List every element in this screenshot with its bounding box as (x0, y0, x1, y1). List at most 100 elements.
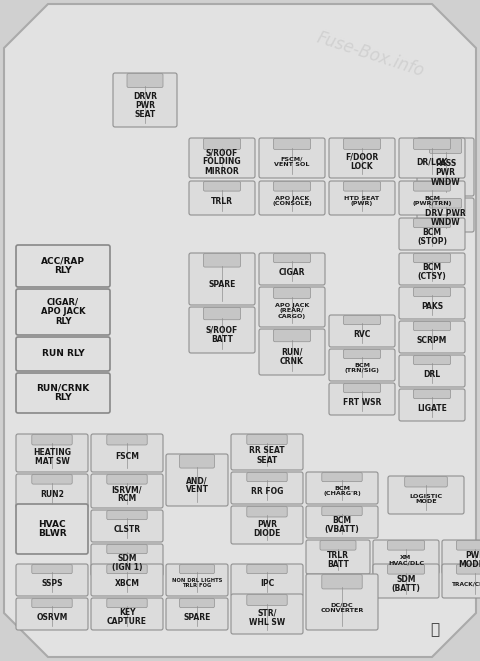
Text: BCM
(VBATT): BCM (VBATT) (324, 516, 360, 534)
FancyBboxPatch shape (306, 540, 370, 574)
Text: TRLR: TRLR (211, 197, 233, 206)
Text: DRL: DRL (423, 369, 441, 379)
FancyBboxPatch shape (91, 564, 163, 596)
FancyBboxPatch shape (204, 254, 240, 267)
Text: BCM
(CHARG'R): BCM (CHARG'R) (323, 486, 361, 496)
FancyBboxPatch shape (329, 181, 395, 215)
Text: HEATING
MAT SW: HEATING MAT SW (33, 447, 71, 466)
Text: BCM
(CTSY): BCM (CTSY) (418, 263, 446, 281)
Text: PWR
MODNG: PWR MODNG (458, 551, 480, 570)
FancyBboxPatch shape (274, 182, 311, 191)
FancyBboxPatch shape (306, 506, 378, 538)
Text: BCM
(STOP): BCM (STOP) (417, 228, 447, 247)
Text: DRV PWR
WNDW: DRV PWR WNDW (425, 209, 466, 227)
FancyBboxPatch shape (399, 253, 465, 285)
FancyBboxPatch shape (247, 434, 287, 445)
FancyBboxPatch shape (399, 138, 465, 178)
FancyBboxPatch shape (107, 475, 147, 484)
Text: LIGATE: LIGATE (417, 404, 447, 412)
FancyBboxPatch shape (113, 73, 177, 127)
FancyBboxPatch shape (166, 454, 228, 506)
Text: STR/
WHL SW: STR/ WHL SW (249, 609, 285, 627)
Text: PASS
PWR
WNDW: PASS PWR WNDW (431, 159, 460, 187)
FancyBboxPatch shape (127, 73, 163, 87)
Text: SCRPM: SCRPM (417, 336, 447, 344)
FancyBboxPatch shape (329, 383, 395, 415)
Text: S/ROOF
FOLDING
MIRROR: S/ROOF FOLDING MIRROR (203, 148, 241, 176)
Text: CIGAR: CIGAR (279, 268, 305, 276)
FancyBboxPatch shape (189, 307, 255, 353)
Text: CLSTR: CLSTR (113, 525, 141, 533)
FancyBboxPatch shape (16, 504, 88, 554)
Text: SDM
(BATT): SDM (BATT) (392, 575, 420, 594)
FancyBboxPatch shape (32, 564, 72, 574)
FancyBboxPatch shape (274, 139, 311, 149)
FancyBboxPatch shape (16, 434, 88, 472)
FancyBboxPatch shape (344, 139, 381, 149)
FancyBboxPatch shape (413, 389, 451, 399)
FancyBboxPatch shape (16, 474, 88, 508)
FancyBboxPatch shape (274, 254, 311, 262)
FancyBboxPatch shape (344, 383, 381, 393)
FancyBboxPatch shape (91, 434, 163, 472)
FancyBboxPatch shape (259, 287, 325, 327)
FancyBboxPatch shape (387, 564, 424, 574)
Text: RUN2: RUN2 (40, 490, 64, 499)
FancyBboxPatch shape (413, 321, 451, 330)
Text: RUN/
CRNK: RUN/ CRNK (280, 348, 304, 366)
FancyBboxPatch shape (417, 198, 474, 232)
Text: BCM
(PWR/TRN): BCM (PWR/TRN) (412, 196, 452, 206)
FancyBboxPatch shape (16, 289, 110, 335)
FancyBboxPatch shape (91, 544, 163, 576)
FancyBboxPatch shape (329, 349, 395, 381)
FancyBboxPatch shape (387, 541, 424, 550)
FancyBboxPatch shape (231, 472, 303, 504)
FancyBboxPatch shape (259, 329, 325, 375)
FancyBboxPatch shape (274, 329, 311, 342)
FancyBboxPatch shape (231, 594, 303, 634)
FancyBboxPatch shape (32, 434, 72, 445)
FancyBboxPatch shape (16, 337, 110, 371)
FancyBboxPatch shape (344, 182, 381, 191)
FancyBboxPatch shape (16, 373, 110, 413)
FancyBboxPatch shape (413, 139, 451, 149)
FancyBboxPatch shape (373, 564, 439, 598)
Text: SDM
(IGN 1): SDM (IGN 1) (112, 554, 142, 572)
FancyBboxPatch shape (259, 138, 325, 178)
FancyBboxPatch shape (247, 594, 287, 605)
FancyBboxPatch shape (320, 541, 356, 550)
Text: TRACK/CHASE: TRACK/CHASE (452, 582, 480, 587)
FancyBboxPatch shape (180, 455, 215, 468)
FancyBboxPatch shape (417, 138, 474, 196)
FancyBboxPatch shape (16, 598, 88, 630)
Text: RUN RLY: RUN RLY (42, 350, 84, 358)
Text: NON DRL LIGHTS
TRLR FOG: NON DRL LIGHTS TRLR FOG (172, 578, 222, 588)
Text: 📖: 📖 (431, 623, 440, 637)
FancyBboxPatch shape (322, 473, 362, 482)
FancyBboxPatch shape (259, 253, 325, 285)
Text: DRVR
PWR
SEAT: DRVR PWR SEAT (133, 92, 157, 120)
Text: LOGISTIC
MODE: LOGISTIC MODE (409, 494, 443, 504)
FancyBboxPatch shape (399, 389, 465, 421)
FancyBboxPatch shape (405, 477, 447, 487)
Text: KEY
CAPTURE: KEY CAPTURE (107, 608, 147, 626)
FancyBboxPatch shape (322, 506, 362, 516)
FancyBboxPatch shape (204, 139, 240, 149)
FancyBboxPatch shape (442, 540, 480, 574)
Text: FRT WSR: FRT WSR (343, 397, 381, 407)
FancyBboxPatch shape (247, 506, 287, 517)
FancyBboxPatch shape (180, 598, 215, 607)
Text: RR SEAT
SEAT: RR SEAT SEAT (249, 446, 285, 465)
FancyBboxPatch shape (107, 545, 147, 554)
FancyBboxPatch shape (413, 254, 451, 262)
Text: AND/
VENT: AND/ VENT (185, 476, 208, 494)
FancyBboxPatch shape (399, 355, 465, 387)
FancyBboxPatch shape (306, 472, 378, 504)
FancyBboxPatch shape (456, 541, 480, 550)
Text: TRLR
BATT: TRLR BATT (327, 551, 349, 570)
Text: SSPS: SSPS (41, 578, 63, 588)
FancyBboxPatch shape (107, 434, 147, 445)
FancyBboxPatch shape (189, 253, 255, 305)
Text: APO JACK
(CONSOLE): APO JACK (CONSOLE) (272, 196, 312, 206)
FancyBboxPatch shape (329, 138, 395, 178)
